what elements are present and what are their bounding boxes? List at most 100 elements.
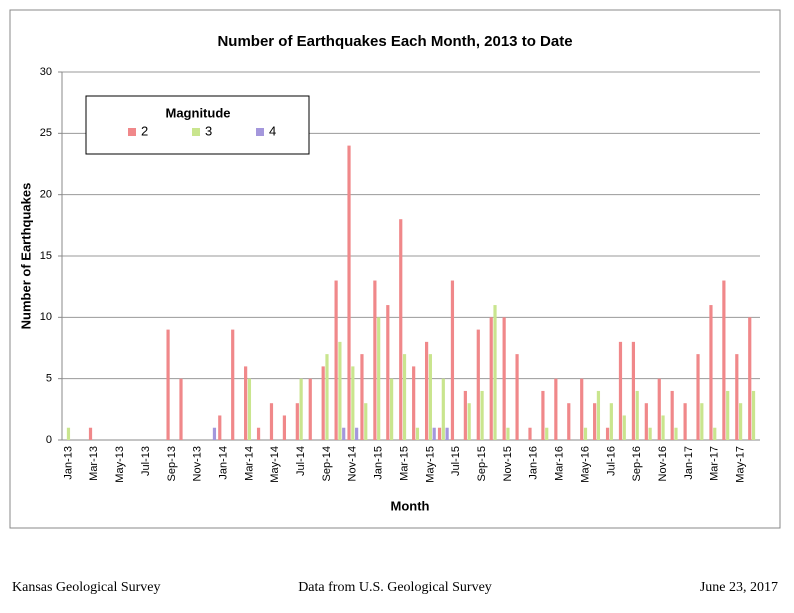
bar xyxy=(657,378,661,440)
bar xyxy=(244,366,248,440)
x-tick-label: Jan-16 xyxy=(528,446,540,480)
legend-swatch xyxy=(128,128,136,136)
bar xyxy=(166,329,170,440)
x-tick-label: Mar-17 xyxy=(709,446,721,481)
bar xyxy=(360,354,364,440)
bar xyxy=(726,390,730,440)
bar xyxy=(428,354,432,440)
bar xyxy=(218,415,222,440)
bar xyxy=(88,427,93,440)
x-tick-label: Sep-15 xyxy=(476,446,488,481)
bar xyxy=(463,390,467,440)
bar xyxy=(355,427,359,440)
bar xyxy=(700,403,704,440)
bar xyxy=(541,390,545,440)
bar xyxy=(269,403,274,440)
legend-box xyxy=(85,95,310,155)
bar xyxy=(342,427,346,440)
bar xyxy=(739,403,743,440)
bar xyxy=(635,390,639,440)
bar xyxy=(437,427,442,440)
bar xyxy=(502,317,506,440)
bar xyxy=(66,427,71,440)
bar xyxy=(295,403,299,440)
bar xyxy=(631,341,636,440)
bar xyxy=(347,145,351,440)
bar xyxy=(674,427,678,440)
bar xyxy=(390,378,394,440)
chart-title: Number of Earthquakes Each Month, 2013 t… xyxy=(217,33,572,50)
bar xyxy=(402,354,407,440)
bar xyxy=(373,280,377,440)
x-tick-label: May-15 xyxy=(424,446,436,483)
x-tick-label: Nov-16 xyxy=(657,446,669,481)
x-tick-label: May-14 xyxy=(269,446,281,483)
x-tick-label: Jul-15 xyxy=(450,446,462,476)
bar xyxy=(412,366,416,440)
x-tick-label: May-16 xyxy=(579,446,591,483)
bar xyxy=(386,305,390,440)
x-axis-title: Month xyxy=(391,498,430,513)
y-tick-label: 30 xyxy=(40,66,52,78)
x-tick-label: May-13 xyxy=(114,446,126,483)
x-tick-label: Mar-13 xyxy=(88,446,100,481)
bar xyxy=(609,403,613,440)
bar xyxy=(506,427,510,440)
bar xyxy=(351,366,355,440)
x-tick-label: Nov-15 xyxy=(502,446,514,481)
bar xyxy=(648,427,652,440)
x-tick-label: Nov-14 xyxy=(347,446,359,481)
y-tick-label: 20 xyxy=(40,189,52,201)
legend-label: 2 xyxy=(141,123,148,138)
x-tick-label: Jan-17 xyxy=(683,446,695,480)
footer-right: June 23, 2017 xyxy=(700,580,778,595)
bar xyxy=(661,415,665,440)
x-tick-label: Jan-14 xyxy=(217,446,229,480)
footer-center: Data from U.S. Geological Survey xyxy=(298,580,492,595)
bar xyxy=(748,317,752,440)
bar xyxy=(476,329,480,440)
x-tick-label: Jul-14 xyxy=(295,446,307,476)
bar xyxy=(696,354,700,440)
bar xyxy=(751,390,756,440)
x-tick-label: Sep-13 xyxy=(166,446,178,481)
x-tick-label: Jul-13 xyxy=(140,446,152,476)
bar xyxy=(545,427,549,440)
y-tick-label: 25 xyxy=(40,127,52,139)
bar xyxy=(467,403,471,440)
bar xyxy=(605,427,610,440)
legend-label: 4 xyxy=(269,123,276,138)
bar xyxy=(683,403,687,440)
bar xyxy=(179,378,183,440)
y-tick-label: 10 xyxy=(40,311,52,323)
bar xyxy=(450,280,455,440)
bar xyxy=(713,427,717,440)
x-tick-label: May-17 xyxy=(735,446,747,483)
bar xyxy=(299,378,303,440)
bar xyxy=(735,354,739,440)
bar xyxy=(709,305,713,440)
y-tick-label: 0 xyxy=(46,434,52,446)
legend-swatch xyxy=(256,128,264,136)
bar xyxy=(441,378,445,440)
x-tick-label: Sep-14 xyxy=(321,446,333,481)
x-tick-label: Mar-16 xyxy=(554,446,566,481)
bar xyxy=(580,378,584,440)
bar xyxy=(493,305,497,440)
bar xyxy=(515,354,519,440)
bar xyxy=(445,427,449,440)
x-tick-label: Mar-14 xyxy=(243,446,255,481)
y-axis-title: Number of Earthquakes xyxy=(18,183,33,330)
bar xyxy=(256,427,261,440)
bar xyxy=(325,354,329,440)
bar xyxy=(377,317,381,440)
bar xyxy=(722,280,726,440)
x-tick-label: Mar-15 xyxy=(398,446,410,481)
bar xyxy=(308,378,312,440)
footer-left: Kansas Geological Survey xyxy=(12,580,161,595)
legend-swatch xyxy=(192,128,200,136)
bar xyxy=(321,366,325,440)
legend-title: Magnitude xyxy=(166,105,231,120)
bar xyxy=(528,427,532,440)
